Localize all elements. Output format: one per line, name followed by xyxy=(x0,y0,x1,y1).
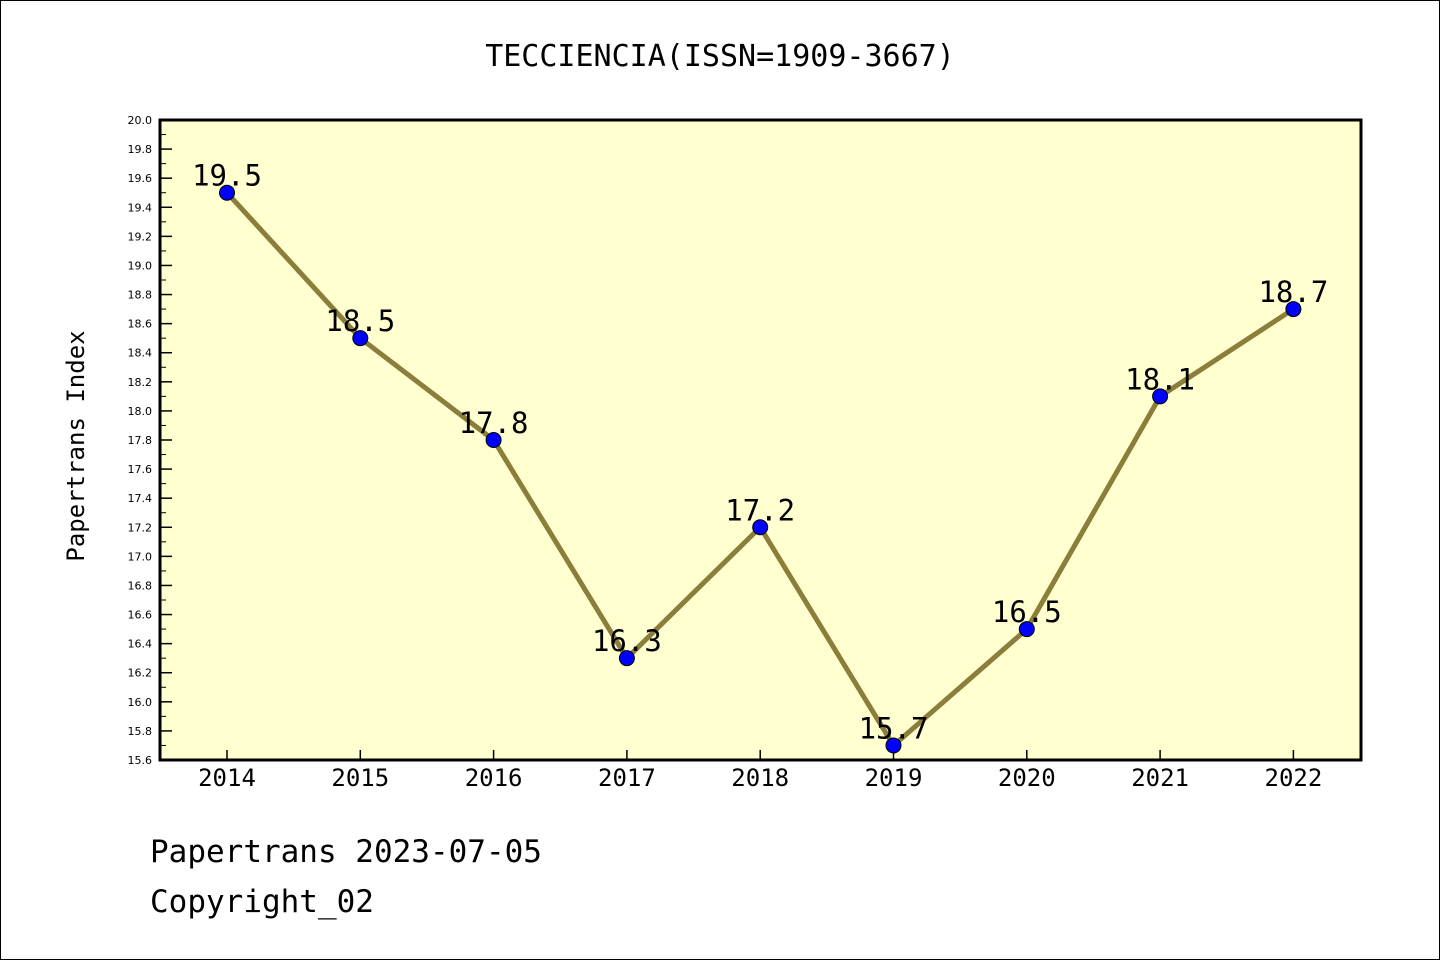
data-point xyxy=(485,432,502,448)
y-tick-label: 18.8 xyxy=(128,289,153,302)
plot-border xyxy=(158,118,1363,762)
x-tick-label: 2020 xyxy=(998,764,1056,792)
y-tick-label: 18.4 xyxy=(128,347,153,360)
data-label: 16.5 xyxy=(992,595,1062,629)
x-tick-label: 2014 xyxy=(198,764,256,792)
y-tick-label: 15.8 xyxy=(128,725,153,738)
data-label: 15.7 xyxy=(859,711,929,745)
data-point xyxy=(1285,301,1302,318)
y-tick-label: 16.4 xyxy=(128,638,153,651)
y-tick-label: 20.0 xyxy=(128,114,153,127)
y-axis-ticks: 15.6 15.8 16.0 16.2 16.4 16.6 16.8 17.0 17.2 17.4… xyxy=(128,114,172,767)
x-tick-label: 2019 xyxy=(865,764,923,792)
data-point xyxy=(1018,621,1035,638)
plot-area xyxy=(160,120,1361,760)
x-tick-label: 2018 xyxy=(731,764,789,792)
y-tick-label: 16.6 xyxy=(128,609,153,622)
series-line xyxy=(219,184,1302,754)
data-label: 18.7 xyxy=(1258,275,1328,309)
y-tick-label: 15.6 xyxy=(128,754,153,767)
data-label: 17.8 xyxy=(459,406,529,440)
y-tick-label: 18.6 xyxy=(128,318,153,331)
footer-copyright: Copyright_02 xyxy=(150,884,374,920)
data-point xyxy=(219,184,235,201)
data-label: 18.1 xyxy=(1125,362,1195,396)
y-axis-label: Papertrans Index xyxy=(62,330,90,561)
y-tick-label: 17.2 xyxy=(128,521,153,534)
footer-date: Papertrans 2023-07-05 xyxy=(150,834,542,870)
data-label: 16.3 xyxy=(592,624,662,658)
data-point xyxy=(885,737,902,754)
x-tick-label: 2021 xyxy=(1131,764,1189,792)
x-tick-label: 2017 xyxy=(598,764,656,792)
y-tick-label: 16.8 xyxy=(128,579,153,592)
data-label: 18.5 xyxy=(325,304,395,338)
y-tick-label: 16.2 xyxy=(128,667,153,680)
y-tick-label: 19.8 xyxy=(128,143,153,156)
y-tick-label: 19.2 xyxy=(128,230,153,243)
y-tick-label: 17.8 xyxy=(128,434,153,447)
data-labels: 19.5 18.5 17.8 16.3 17.2 15.7 16.5 18.1 18.7 xyxy=(192,159,1328,746)
y-tick-label: 16.0 xyxy=(128,696,153,709)
y-tick-label: 17.4 xyxy=(128,492,153,505)
y-tick-label: 19.4 xyxy=(128,201,153,214)
data-point xyxy=(618,650,635,667)
y-tick-label: 17.0 xyxy=(128,550,153,563)
y-tick-label: 19.0 xyxy=(128,259,153,272)
y-tick-label: 18.0 xyxy=(128,405,153,418)
data-label: 19.5 xyxy=(192,159,262,193)
y-tick-label: 19.6 xyxy=(128,172,153,185)
x-tick-label: 2022 xyxy=(1265,764,1323,792)
y-tick-label: 17.6 xyxy=(128,463,153,476)
y-tick-label: 18.2 xyxy=(128,376,153,389)
data-point xyxy=(752,519,769,536)
x-axis-ticks: 2014 2015 2016 2017 2018 2019 2020 2021 2022 xyxy=(198,750,1322,792)
data-point xyxy=(1152,388,1169,405)
x-tick-label: 2016 xyxy=(465,764,523,792)
data-point xyxy=(352,330,369,347)
data-label: 17.2 xyxy=(725,493,795,527)
x-tick-label: 2015 xyxy=(331,764,389,792)
chart-title: TECCIENCIA(ISSN=1909-3667) xyxy=(485,39,955,74)
